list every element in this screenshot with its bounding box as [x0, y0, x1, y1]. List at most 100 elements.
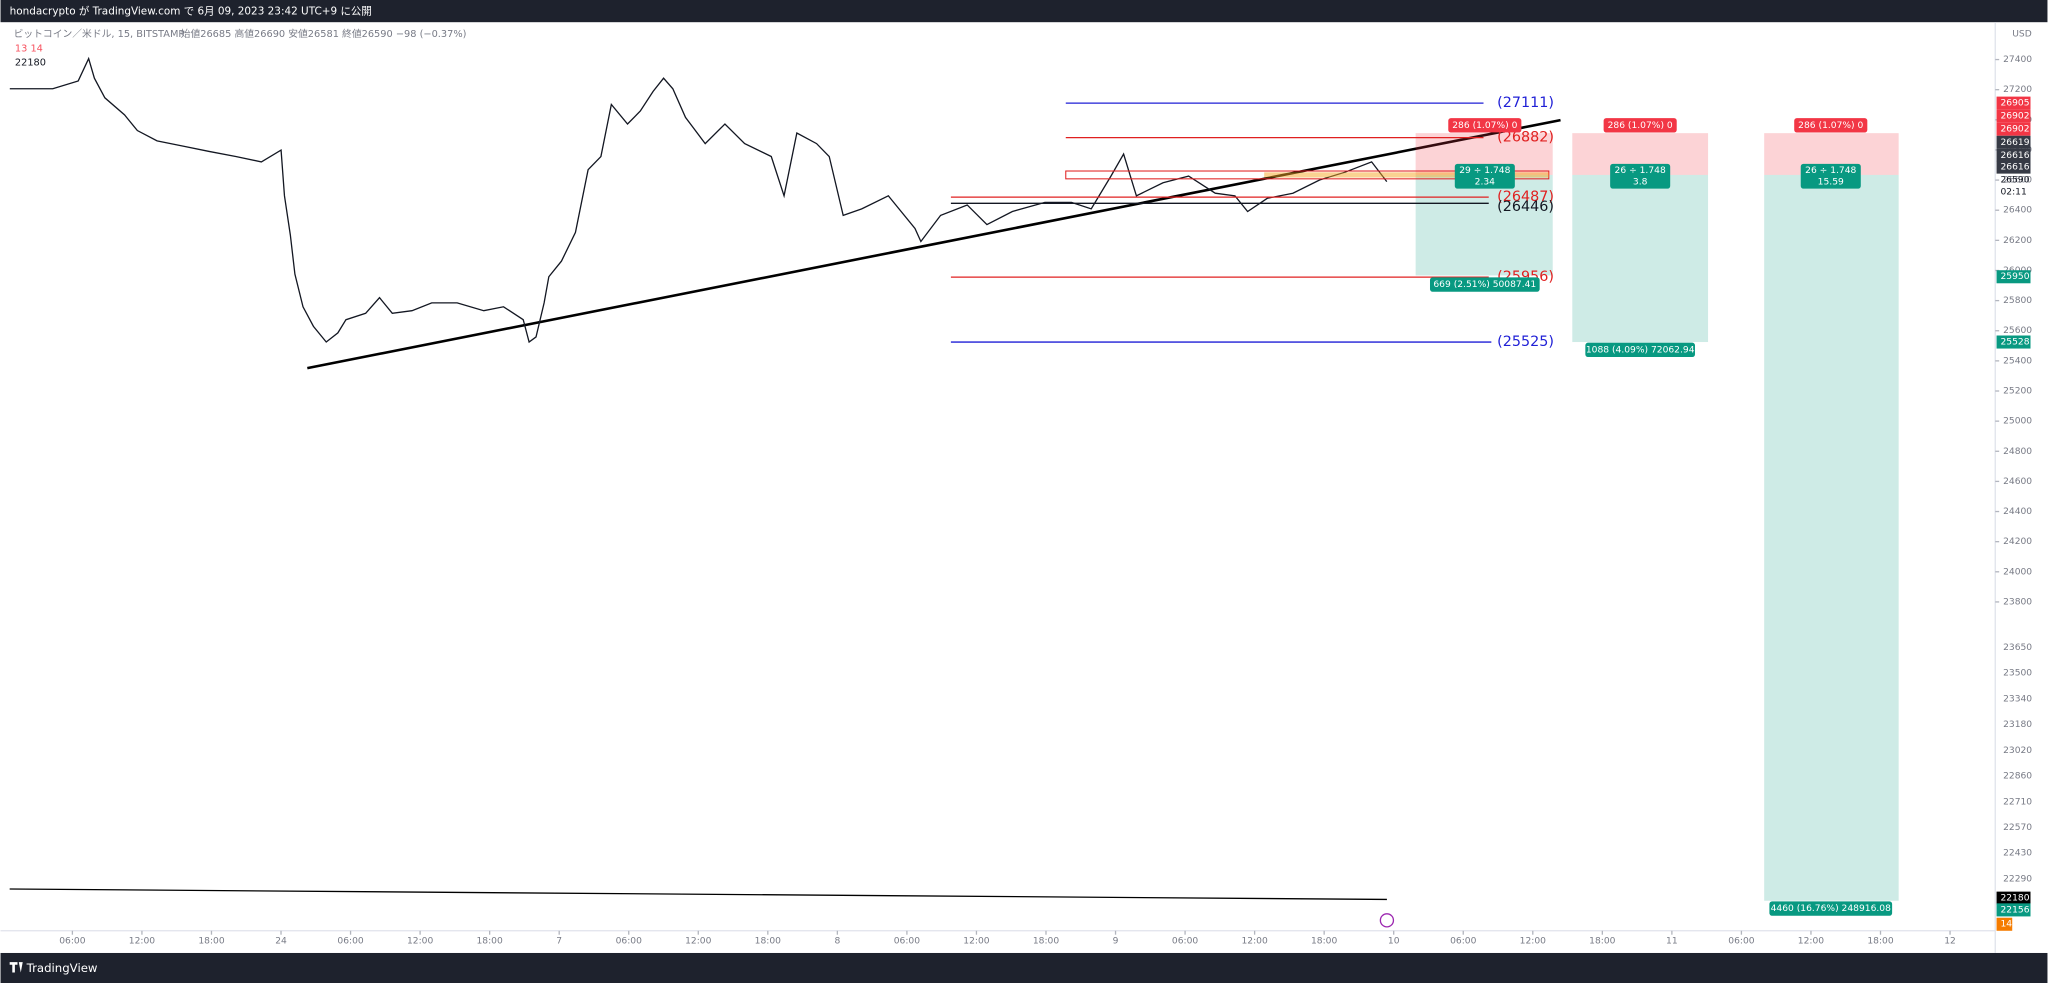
y-axis-label: 23340 — [2003, 694, 2032, 704]
x-tick-label: 18:00 — [477, 937, 503, 947]
price-tag-bg — [1996, 270, 2031, 284]
price-tag: 14 — [2000, 920, 2012, 930]
entry-highlight — [1264, 172, 1549, 178]
target-zone — [1415, 174, 1553, 276]
price-tag-bg — [1996, 96, 2031, 110]
price-tag-bg — [1996, 122, 2031, 136]
y-axis-label: 23500 — [2003, 669, 2032, 679]
brand: TradingView — [26, 961, 98, 975]
header-text: hondacrypto が TradingView.com で 6月 09, 2… — [10, 5, 372, 18]
y-axis-label: 22860 — [2003, 772, 2032, 782]
price-tag: 25528 — [2000, 338, 2029, 348]
position-label-bg — [1794, 118, 1868, 133]
x-tick-label: 18:00 — [1867, 937, 1893, 947]
position-label: 286 (1.07%) 0 — [1798, 121, 1863, 131]
level-label: (26446) — [1497, 199, 1554, 215]
x-tick-label: 10 — [1388, 937, 1400, 947]
y-tick-label: 24200 — [2003, 537, 2032, 547]
price-tag: 26616 — [2000, 163, 2029, 173]
position-label-bg — [1610, 163, 1671, 189]
y-tick-label: 25400 — [2003, 356, 2032, 366]
legend-ohlc: 始値26685 高値26690 安値26581 終値26590 −98 (−0.… — [181, 27, 467, 40]
level-label: (26487) — [1497, 189, 1554, 205]
y-axis-label: 23650 — [2003, 643, 2032, 653]
x-tick-label: 06:00 — [337, 937, 363, 947]
price-line — [9, 56, 1388, 344]
x-tick-label: 18:00 — [755, 937, 781, 947]
y-tick-label: 26200 — [2003, 236, 2032, 246]
x-tick-label: 12:00 — [1520, 937, 1546, 947]
x-tick-label: 06:00 — [1728, 937, 1754, 947]
x-tick-label: 9 — [1113, 937, 1119, 947]
position-label: 286 (1.07%) 0 — [1608, 121, 1673, 131]
position-label-bg — [1603, 118, 1677, 133]
price-tag: 02:11 — [2000, 187, 2026, 197]
x-tick-label: 12:00 — [129, 937, 155, 947]
alert-icon[interactable] — [1379, 913, 1395, 928]
price-tag-bg — [1996, 109, 2031, 123]
level-label: (25525) — [1497, 334, 1554, 350]
y-axis-label: 23180 — [2003, 720, 2032, 730]
x-tick-label: 18:00 — [198, 937, 224, 947]
position-label-bg — [1454, 163, 1515, 189]
level-label: (26882) — [1497, 130, 1554, 146]
y-axis-label: 22570 — [2003, 823, 2032, 833]
logo — [9, 962, 23, 973]
y-axis-label: 22710 — [2003, 797, 2032, 807]
position-label: 29 ÷ 1.748 — [1459, 166, 1510, 176]
position-label-bg — [1429, 277, 1540, 292]
x-tick-label: 12:00 — [1241, 937, 1267, 947]
level-label: (27111) — [1497, 95, 1554, 111]
price-tag: 26905 — [2000, 99, 2029, 109]
position-label: 26 ÷ 1.748 — [1805, 166, 1856, 176]
price-tag-bg — [1996, 335, 2031, 349]
x-tick-label: 18:00 — [1311, 937, 1337, 947]
position-label: 15.59 — [1818, 178, 1844, 188]
y-tick-label: 27400 — [2003, 55, 2032, 65]
price-tag: 22180 — [2000, 894, 2029, 904]
x-tick-label: 06:00 — [1450, 937, 1476, 947]
y-tick-label: 25000 — [2003, 417, 2032, 427]
position-label-bg — [1585, 342, 1695, 358]
position-label: 286 (1.07%) 0 — [1452, 121, 1517, 131]
price-tag: 26902 — [2000, 112, 2029, 122]
legend-volume: 22180 — [15, 58, 46, 69]
x-tick-label: 7 — [556, 937, 562, 947]
x-tick-label: 12:00 — [963, 937, 989, 947]
y-axis-label: 23020 — [2003, 746, 2032, 756]
x-tick-label: 18:00 — [1033, 937, 1059, 947]
y-tick-label: 27200 — [2003, 85, 2032, 95]
x-tick-label: 12 — [1944, 937, 1956, 947]
x-tick-label: 18:00 — [1589, 937, 1615, 947]
top-bar — [0, 0, 2048, 23]
x-tick-label: 06:00 — [616, 937, 642, 947]
y-axis-label: 22430 — [2003, 849, 2032, 859]
position-label-bg — [1448, 118, 1522, 133]
y-tick-label: 23800 — [2003, 597, 2032, 607]
y-tick-label: 24400 — [2003, 507, 2032, 517]
x-tick-label: 06:00 — [1172, 937, 1198, 947]
x-tick-label: 06:00 — [894, 937, 920, 947]
x-tick-label: 12:00 — [685, 937, 711, 947]
x-tick-label: 12:00 — [407, 937, 433, 947]
price-tag-bg — [1996, 891, 2031, 905]
y-axis-label: 22290 — [2003, 874, 2032, 884]
volume-trend-line — [9, 888, 1387, 901]
y-tick-label: 26600 — [2003, 176, 2032, 186]
x-tick-label: 12:00 — [1798, 937, 1824, 947]
y-tick-label: 25600 — [2003, 326, 2032, 336]
target-zone — [1764, 174, 1899, 901]
price-tag-bg — [1996, 135, 2031, 149]
price-tag-bg — [1996, 903, 2031, 917]
x-tick-label: 11 — [1666, 937, 1678, 947]
price-tag: 26590 — [2000, 176, 2029, 186]
legend-indicator: 13 14 — [15, 43, 43, 54]
axis-unit: USD — [2012, 29, 2031, 39]
y-tick-label: 25800 — [2003, 296, 2032, 306]
price-tag: 22156 — [2000, 905, 2029, 915]
legend-symbol: ビットコイン／米ドル, 15, BITSTAMP — [14, 27, 185, 40]
position-label: 1088 (4.09%) 72062.94 — [1586, 345, 1695, 355]
trend-line — [307, 118, 1561, 370]
